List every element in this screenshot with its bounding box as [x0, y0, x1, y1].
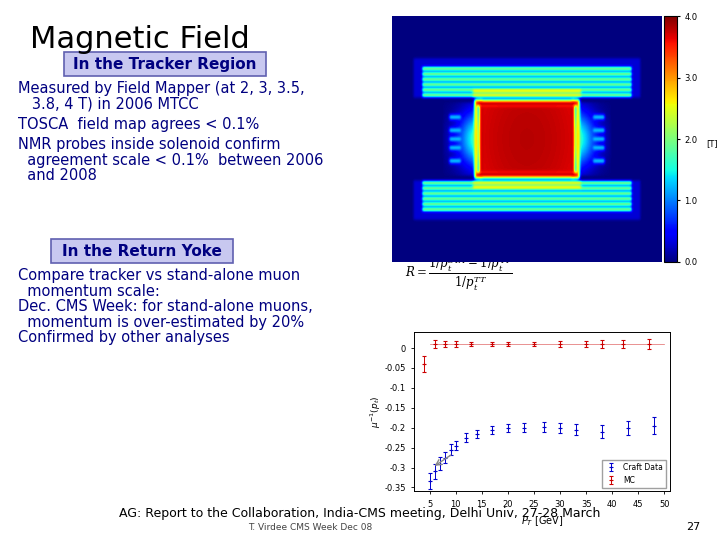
- X-axis label: $P_T$ [GeV]: $P_T$ [GeV]: [521, 514, 563, 528]
- Text: $R = \dfrac{1/p_t^{STA} - 1/p_t^{TT}}{1/p_t^{TT}}$: $R = \dfrac{1/p_t^{STA} - 1/p_t^{TT}}{1/…: [405, 255, 513, 293]
- Text: Confirmed by other analyses: Confirmed by other analyses: [18, 330, 230, 345]
- Text: Compare tracker vs stand-alone muon: Compare tracker vs stand-alone muon: [18, 268, 300, 283]
- FancyBboxPatch shape: [51, 239, 233, 263]
- Text: NMR probes inside solenoid confirm: NMR probes inside solenoid confirm: [18, 138, 281, 152]
- Text: momentum scale:: momentum scale:: [18, 284, 160, 299]
- Text: In the Tracker Region: In the Tracker Region: [73, 57, 257, 71]
- Text: 3.8, 4 T) in 2006 MTCC: 3.8, 4 T) in 2006 MTCC: [18, 97, 199, 111]
- Text: 27: 27: [685, 522, 700, 532]
- Y-axis label: $\mu^{-1}(p_t)$: $\mu^{-1}(p_t)$: [369, 395, 383, 428]
- Text: Dec. CMS Week: for stand-alone muons,: Dec. CMS Week: for stand-alone muons,: [18, 299, 312, 314]
- Text: In the Return Yoke: In the Return Yoke: [62, 244, 222, 259]
- Text: and 2008: and 2008: [18, 168, 97, 184]
- Text: T. Virdee CMS Week Dec 08: T. Virdee CMS Week Dec 08: [248, 523, 372, 532]
- Text: material effects: material effects: [430, 380, 549, 393]
- Text: agreement scale < 0.1%  between 2006: agreement scale < 0.1% between 2006: [18, 153, 323, 168]
- Text: Magnetic Field: Magnetic Field: [30, 25, 250, 54]
- Text: TOSCA  field map agrees < 0.1%: TOSCA field map agrees < 0.1%: [18, 117, 259, 132]
- Text: AG: Report to the Collaboration, India-CMS meeting, Delhi Univ, 27-28 March: AG: Report to the Collaboration, India-C…: [120, 507, 600, 520]
- FancyBboxPatch shape: [64, 52, 266, 76]
- Text: Measured by Field Mapper (at 2, 3, 3.5,: Measured by Field Mapper (at 2, 3, 3.5,: [18, 81, 305, 96]
- Text: momentum is over-estimated by 20%: momentum is over-estimated by 20%: [18, 314, 304, 329]
- Legend: Craft Data, MC: Craft Data, MC: [602, 460, 666, 488]
- Y-axis label: [T]: [T]: [706, 139, 717, 148]
